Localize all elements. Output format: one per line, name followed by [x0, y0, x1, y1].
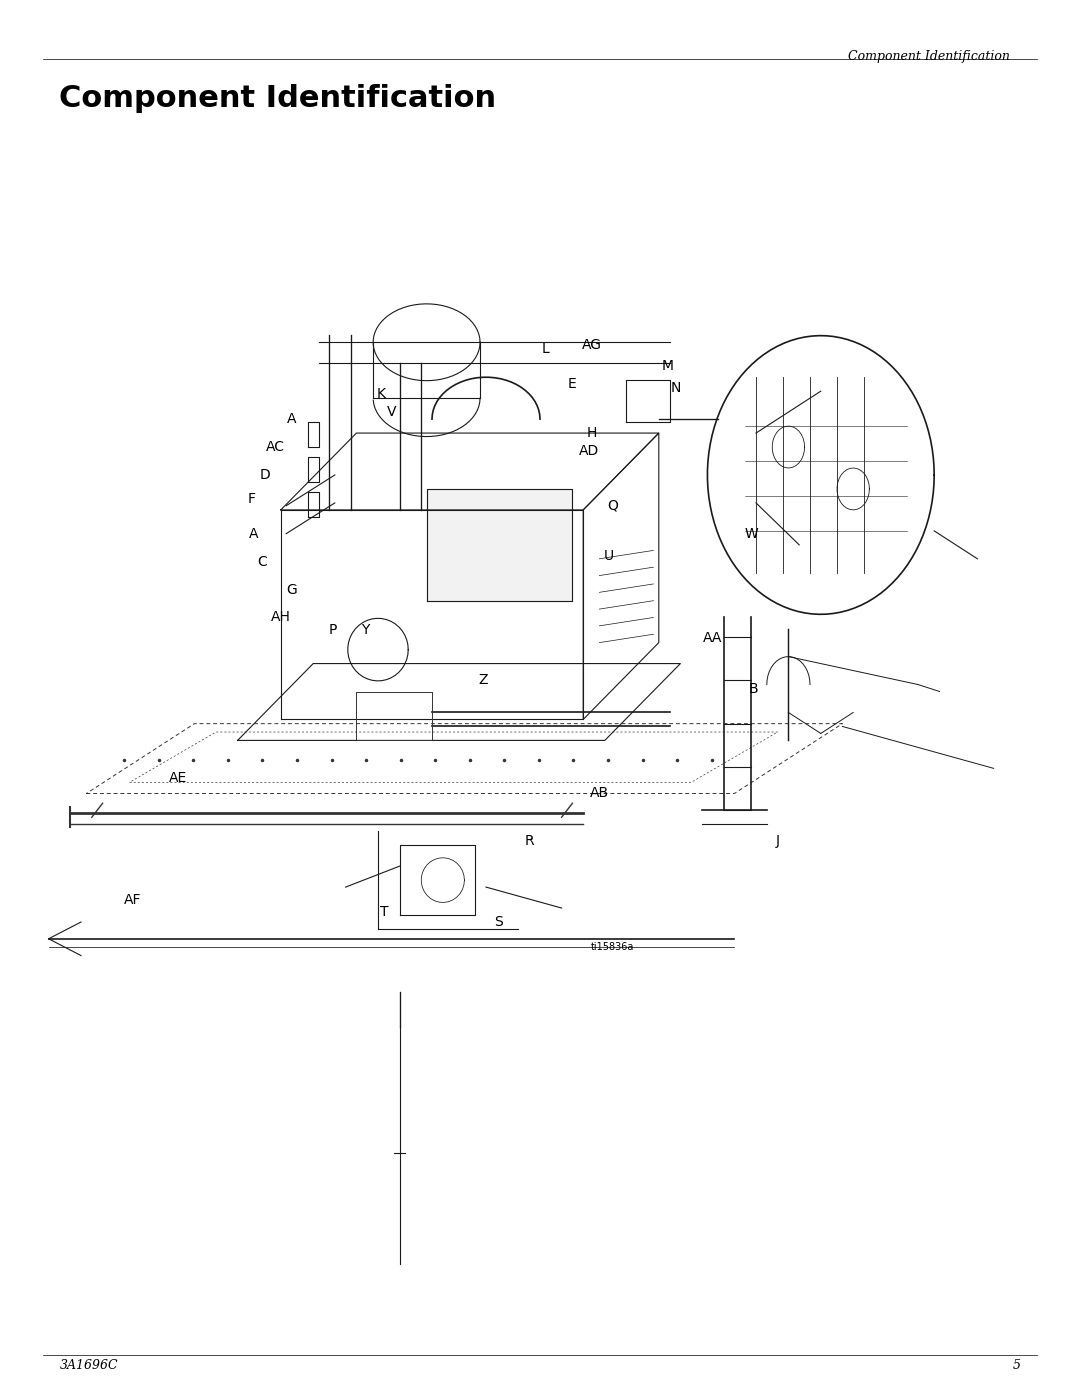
- Text: N: N: [671, 381, 681, 395]
- Text: AA: AA: [703, 631, 723, 645]
- Text: L: L: [541, 342, 550, 356]
- Text: H: H: [586, 426, 597, 440]
- Text: V: V: [388, 405, 396, 419]
- Text: ti15836a: ti15836a: [591, 942, 634, 953]
- Text: J: J: [775, 834, 780, 848]
- Text: AG: AG: [582, 338, 602, 352]
- Text: C: C: [257, 555, 268, 569]
- Text: M: M: [661, 359, 674, 373]
- Text: AH: AH: [271, 610, 291, 624]
- Text: AE: AE: [170, 771, 187, 785]
- Text: P: P: [328, 623, 337, 637]
- Text: AF: AF: [124, 893, 141, 907]
- Text: AB: AB: [590, 787, 609, 800]
- Text: Component Identification: Component Identification: [59, 84, 497, 113]
- Text: A: A: [287, 412, 296, 426]
- Text: B: B: [750, 682, 758, 696]
- Text: Y: Y: [361, 623, 369, 637]
- Text: 5: 5: [1013, 1359, 1021, 1372]
- Text: AC: AC: [266, 440, 285, 454]
- Text: K: K: [377, 387, 386, 401]
- Text: Z: Z: [478, 673, 487, 687]
- Text: W: W: [745, 527, 758, 541]
- Text: 3A1696C: 3A1696C: [59, 1359, 118, 1372]
- Text: R: R: [525, 834, 534, 848]
- Text: T: T: [380, 905, 389, 919]
- Text: U: U: [604, 549, 615, 563]
- Text: D: D: [259, 468, 270, 482]
- Text: AD: AD: [579, 444, 598, 458]
- Text: Q: Q: [607, 499, 618, 513]
- Text: G: G: [286, 583, 297, 597]
- Text: E: E: [568, 377, 577, 391]
- Text: F: F: [247, 492, 256, 506]
- Text: S: S: [495, 915, 503, 929]
- Text: Component Identification: Component Identification: [848, 50, 1010, 63]
- Text: A: A: [249, 527, 258, 541]
